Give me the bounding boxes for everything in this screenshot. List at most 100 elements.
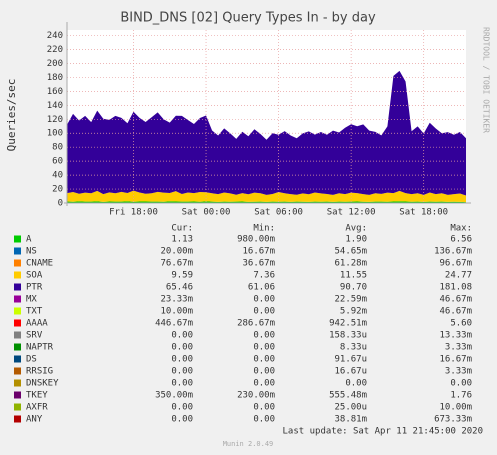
legend-swatch — [14, 283, 21, 291]
legend-swatch — [14, 295, 21, 303]
legend-label: PTR — [26, 283, 43, 293]
legend-stat: 16.67m — [242, 247, 275, 257]
y-tick-label: 200 — [47, 59, 63, 69]
legend-label: TXT — [26, 307, 43, 317]
legend-header: Avg: — [345, 224, 367, 234]
y-axis-label: Queries/sec — [5, 79, 18, 152]
footer: Munin 2.0.49 — [223, 440, 274, 448]
legend-stat: 10.00m — [160, 307, 193, 317]
legend-stat: 673.33m — [434, 415, 472, 425]
legend-label: AAAA — [26, 319, 48, 329]
legend-stat: 8.33u — [340, 343, 367, 353]
legend-stat: 0.00 — [171, 343, 193, 353]
y-tick-label: 40 — [52, 171, 63, 181]
legend-label: MX — [26, 295, 37, 305]
y-tick-label: 160 — [47, 87, 63, 97]
legend-label: NS — [26, 247, 37, 257]
legend-stat: 7.36 — [253, 271, 275, 281]
legend-stat: 0.00 — [171, 403, 193, 413]
legend-stat: 1.13 — [171, 235, 193, 245]
legend-swatch — [14, 307, 21, 315]
legend-stat: 54.65m — [334, 247, 367, 257]
legend-stat: 3.33m — [445, 343, 472, 353]
x-tick-label: Sat 18:00 — [399, 208, 448, 218]
y-tick-label: 20 — [52, 185, 63, 195]
legend-label: RRSIG — [26, 367, 53, 377]
y-tick-label: 140 — [47, 101, 63, 111]
y-tick-label: 80 — [52, 143, 63, 153]
legend-swatch — [14, 403, 21, 411]
legend-stat: 0.00 — [253, 295, 275, 305]
y-tick-label: 0 — [58, 199, 63, 209]
legend-stat: 3.33m — [445, 367, 472, 377]
x-tick-label: Sat 06:00 — [254, 208, 303, 218]
legend-stat: 0.00 — [253, 355, 275, 365]
legend-stat: 0.00 — [253, 331, 275, 341]
legend-label: DNSKEY — [26, 379, 59, 389]
legend-label: NAPTR — [26, 343, 54, 353]
legend-header: Max: — [450, 224, 472, 234]
legend-stat: 16.67m — [439, 355, 472, 365]
legend-swatch — [14, 415, 21, 423]
legend-stat: 5.60 — [450, 319, 472, 329]
legend-stat: 20.00m — [160, 247, 193, 257]
y-tick-label: 240 — [47, 31, 63, 41]
legend-stat: 181.08 — [439, 283, 472, 293]
legend-stat: 0.00 — [253, 343, 275, 353]
legend-swatch — [14, 319, 21, 327]
legend-stat: 61.28m — [334, 259, 367, 269]
legend-swatch — [14, 235, 21, 243]
legend-stat: 0.00 — [171, 379, 193, 389]
legend-label: DS — [26, 355, 37, 365]
side-note: RRDTOOL / TOBI OETIKER — [482, 27, 491, 133]
legend-stat: 16.67u — [334, 367, 367, 377]
legend-stat: 61.06 — [248, 283, 275, 293]
legend-stat: 980.00m — [237, 235, 275, 245]
y-tick-label: 180 — [47, 73, 63, 83]
legend-label: ANY — [26, 415, 43, 425]
legend-stat: 13.33m — [439, 331, 472, 341]
legend-stat: 350.00m — [155, 391, 193, 401]
legend-stat: 5.92m — [340, 307, 367, 317]
legend-stat: 0.00 — [253, 403, 275, 413]
legend-stat: 96.67m — [439, 259, 472, 269]
legend-stat: 6.56 — [450, 235, 472, 245]
legend-swatch — [14, 343, 21, 351]
legend-swatch — [14, 259, 21, 267]
legend-stat: 230.00m — [237, 391, 275, 401]
legend-stat: 0.00 — [171, 355, 193, 365]
legend-stat: 38.81m — [334, 415, 367, 425]
legend-stat: 36.67m — [242, 259, 275, 269]
legend-stat: 22.59m — [334, 295, 367, 305]
legend-stat: 0.00 — [171, 367, 193, 377]
legend-stat: 46.67m — [439, 295, 472, 305]
legend-swatch — [14, 355, 21, 363]
legend-stat: 555.48m — [329, 391, 367, 401]
legend-label: CNAME — [26, 259, 53, 269]
last-update: Last update: Sat Apr 11 21:45:00 2020 — [283, 427, 483, 437]
legend-swatch — [14, 271, 21, 279]
legend-label: SOA — [26, 271, 43, 281]
legend-swatch — [14, 247, 21, 255]
legend-label: TKEY — [26, 391, 48, 401]
legend-stat: 90.70 — [340, 283, 367, 293]
y-tick-label: 60 — [52, 157, 63, 167]
legend-stat: 136.67m — [434, 247, 472, 257]
legend-stat: 446.67m — [155, 319, 193, 329]
legend-stat: 1.90 — [345, 235, 367, 245]
legend-stat: 76.67m — [160, 259, 193, 269]
legend-stat: 0.00 — [253, 367, 275, 377]
legend-stat: 23.33m — [160, 295, 193, 305]
y-tick-label: 220 — [47, 45, 63, 55]
legend-stat: 24.77 — [445, 271, 472, 281]
legend-stat: 11.55 — [340, 271, 367, 281]
legend-stat: 0.00 — [253, 379, 275, 389]
legend-label: SRV — [26, 331, 43, 341]
y-tick-label: 100 — [47, 129, 63, 139]
legend-stat: 0.00 — [253, 307, 275, 317]
legend-label: A — [26, 235, 32, 245]
legend-stat: 942.51m — [329, 319, 367, 329]
legend-swatch — [14, 331, 21, 339]
legend-swatch — [14, 379, 21, 387]
